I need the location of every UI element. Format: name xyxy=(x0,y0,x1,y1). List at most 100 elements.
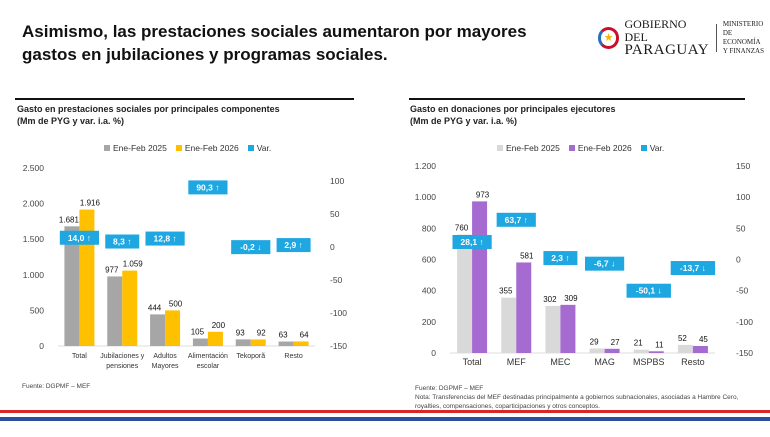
category-label: MAG xyxy=(594,357,615,367)
var-badge xyxy=(626,283,671,298)
bar-2025 xyxy=(633,349,649,353)
bar-2025 xyxy=(545,305,561,353)
bar-data-label: 760 xyxy=(455,224,469,233)
category-label: MEC xyxy=(550,357,571,367)
bar-data-label: 105 xyxy=(191,328,205,337)
var-badge xyxy=(452,234,492,249)
bar-data-label: 1.916 xyxy=(80,199,101,208)
chart2-title: Gasto en donaciones por principales ejec… xyxy=(410,104,616,126)
chart2-note: Nota: Transferencias del MEF destinadas … xyxy=(415,394,739,410)
bar-2026 xyxy=(516,262,532,353)
var-label: -50,1 ↓ xyxy=(636,286,662,296)
y-tick-label: 1.000 xyxy=(415,192,437,202)
bar-2026 xyxy=(293,341,309,346)
var-badge xyxy=(59,230,100,245)
bar-data-label: 302 xyxy=(543,295,557,304)
var-label: 14,0 ↑ xyxy=(68,233,91,243)
y-tick-label: 1.000 xyxy=(23,270,45,280)
bar-2026 xyxy=(604,348,620,353)
flag-stripe-blue xyxy=(0,417,770,421)
divider xyxy=(15,98,354,100)
var-label: 63,7 ↑ xyxy=(505,215,528,225)
bar-2025 xyxy=(589,348,605,353)
category-label: MEF xyxy=(507,357,527,367)
bar-data-label: 500 xyxy=(169,299,183,308)
category-label: Total xyxy=(463,357,482,367)
bar-data-label: 27 xyxy=(611,338,620,347)
y-tick-label: 500 xyxy=(30,305,44,315)
y-tick-label: 1.500 xyxy=(23,234,45,244)
var-badge xyxy=(105,234,140,249)
var-label: -0,2 ↓ xyxy=(240,242,261,252)
star-seal-icon: ★ xyxy=(598,26,620,49)
y2-tick-label: 100 xyxy=(736,192,750,202)
y-tick-label: 0 xyxy=(39,341,44,351)
bar-2025 xyxy=(457,234,473,353)
var-badge xyxy=(145,231,185,246)
chart1-title: Gasto en prestaciones sociales por princ… xyxy=(17,104,280,126)
bar-data-label: 63 xyxy=(279,331,288,340)
logo-line1: GOBIERNO DEL xyxy=(624,17,687,44)
y-tick-label: 2.000 xyxy=(23,199,45,209)
bar-2025 xyxy=(501,297,517,353)
chart1-source: Fuente: DGPMF – MEF xyxy=(22,383,91,390)
bar-data-label: 93 xyxy=(236,328,245,337)
bar-data-label: 973 xyxy=(476,190,490,199)
y-tick-label: 200 xyxy=(422,317,436,327)
chart1-legend: Ene-Feb 2025 Ene-Feb 2026 Var. xyxy=(104,143,271,153)
ministry-line: DE ECONOMÍA xyxy=(722,28,761,46)
y2-tick-label: 100 xyxy=(330,176,344,186)
category-label: MSPBS xyxy=(633,357,665,367)
var-label: -13,7 ↓ xyxy=(680,263,706,273)
bar-data-label: 92 xyxy=(257,328,266,337)
y2-tick-label: -150 xyxy=(330,341,347,351)
var-label: 8,3 ↑ xyxy=(113,237,131,247)
bar-2025 xyxy=(677,344,693,353)
y-tick-label: 2.500 xyxy=(23,163,45,173)
var-badge xyxy=(584,256,625,271)
y2-tick-label: -50 xyxy=(736,286,749,296)
bar-data-label: 309 xyxy=(564,294,578,303)
y2-tick-label: 0 xyxy=(330,242,335,252)
var-label: -6,7 ↓ xyxy=(594,259,615,269)
category-label: Total xyxy=(72,353,87,360)
category-label: Resto xyxy=(681,357,705,367)
bar-2026 xyxy=(165,310,181,346)
var-label: 28,1 ↑ xyxy=(461,237,484,247)
bar-2025 xyxy=(235,339,251,346)
bar-2026 xyxy=(560,304,576,353)
bar-data-label: 21 xyxy=(634,339,643,348)
y2-tick-label: -100 xyxy=(330,308,347,318)
category-label: escolar xyxy=(197,363,220,370)
bar-data-label: 1.681 xyxy=(59,215,80,224)
var-badge xyxy=(496,212,536,227)
category-label: Tekoporã xyxy=(236,353,265,360)
logo-line2: PARAGUAY xyxy=(624,42,710,58)
y-tick-label: 1.200 xyxy=(415,161,437,171)
bar-2025 xyxy=(192,338,208,346)
y2-tick-label: 50 xyxy=(330,209,340,219)
var-label: 2,3 ↑ xyxy=(551,253,569,263)
bar-2026 xyxy=(692,345,708,353)
var-badge xyxy=(188,180,228,195)
y2-tick-label: -50 xyxy=(330,275,343,285)
var-label: 2,9 ↑ xyxy=(284,240,302,250)
bar-2026 xyxy=(207,331,223,346)
category-label: pensiones xyxy=(106,363,138,370)
category-label: Mayores xyxy=(152,363,179,370)
y-tick-label: 0 xyxy=(431,348,436,358)
bar-data-label: 29 xyxy=(590,337,599,346)
y2-tick-label: -100 xyxy=(736,317,753,327)
bar-data-label: 444 xyxy=(148,303,162,312)
y2-tick-label: -150 xyxy=(736,348,753,358)
category-label: Alimentación xyxy=(188,353,228,360)
bar-2026 xyxy=(648,351,664,353)
var-badge xyxy=(543,251,578,266)
bar-2025 xyxy=(107,276,123,346)
bar-2026 xyxy=(122,270,138,346)
bar-data-label: 200 xyxy=(212,321,226,330)
bar-data-label: 1.059 xyxy=(123,260,144,269)
category-label: Jubilaciones y xyxy=(100,353,144,360)
